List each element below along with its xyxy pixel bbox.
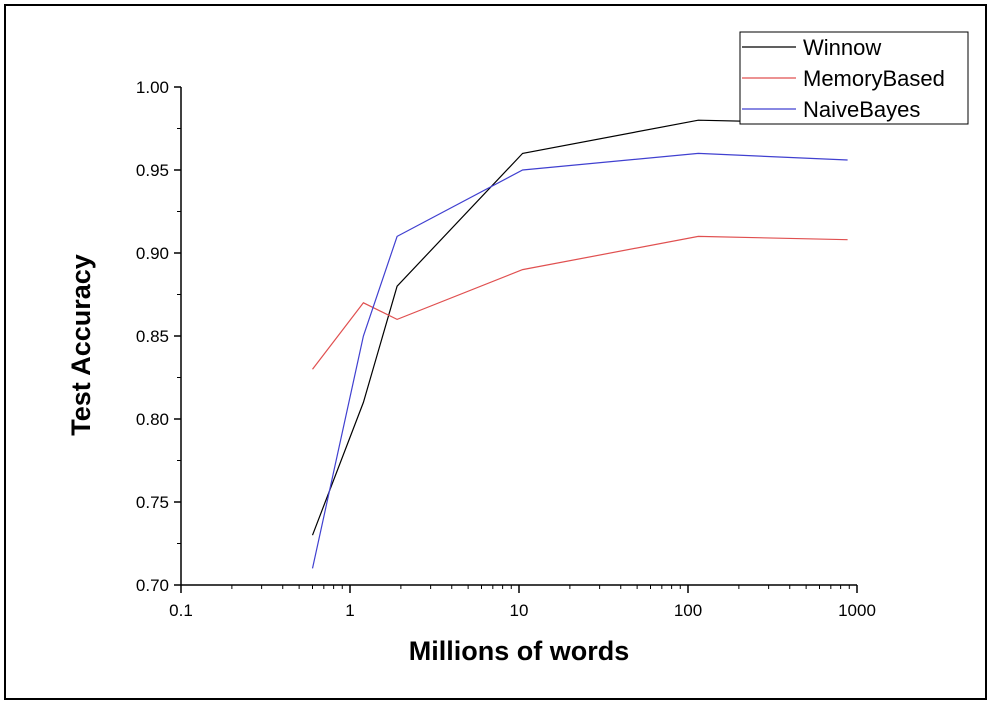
x-ticks: 0.1 1 10 100 1000 [169, 585, 876, 620]
legend-label-naivebayes: NaiveBayes [803, 97, 920, 122]
y-axis-title: Test Accuracy [66, 254, 96, 436]
y-ticks: 0.70 0.75 0.80 0.85 0.90 0.95 1.00 [136, 78, 181, 595]
x-tick-label: 10 [510, 601, 529, 620]
y-tick-label: 1.00 [136, 78, 169, 97]
series-lines [311, 119, 848, 569]
x-axis-title: Millions of words [409, 636, 630, 666]
y-tick-label: 0.95 [136, 161, 169, 180]
y-tick-label: 0.90 [136, 244, 169, 263]
legend-label-memorybased: MemoryBased [803, 66, 945, 91]
x-tick-label: 1000 [838, 601, 876, 620]
x-tick-label: 0.1 [169, 601, 193, 620]
legend-item-winnow: Winnow [742, 35, 881, 60]
legend-item-naivebayes: NaiveBayes [742, 97, 920, 122]
y-tick-label: 0.80 [136, 410, 169, 429]
legend: Winnow MemoryBased NaiveBayes [739, 31, 969, 125]
legend-label-winnow: Winnow [803, 35, 881, 60]
axes [180, 87, 857, 586]
series-line-winnow [311, 119, 848, 536]
x-tick-label: 100 [674, 601, 702, 620]
y-tick-label: 0.70 [136, 576, 169, 595]
series-line-memorybased [312, 235, 848, 370]
y-tick-label: 0.75 [136, 493, 169, 512]
series-line-naivebayes [311, 152, 848, 569]
x-tick-label: 1 [345, 601, 354, 620]
y-tick-label: 0.85 [136, 327, 169, 346]
legend-item-memorybased: MemoryBased [742, 66, 945, 91]
